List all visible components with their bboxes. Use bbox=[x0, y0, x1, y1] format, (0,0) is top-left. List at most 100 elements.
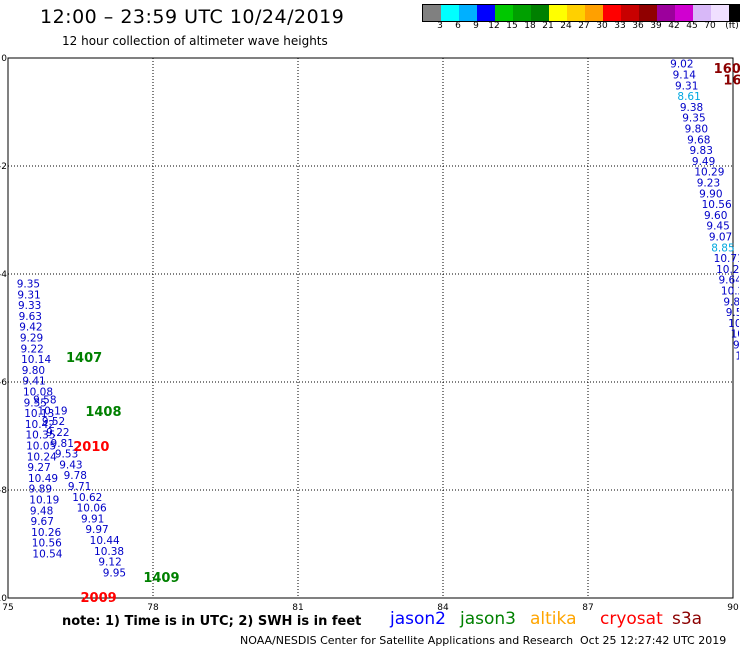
wave-height-value: 9.42 bbox=[19, 322, 42, 334]
wave-height-value: 9.78 bbox=[64, 470, 87, 482]
wave-height-value: 10.08 bbox=[23, 387, 53, 399]
wave-height-value: 10 bbox=[735, 350, 740, 362]
scale-label: 9 bbox=[473, 21, 479, 31]
x-tick-label: 78 bbox=[147, 603, 159, 610]
scale-label: 39 bbox=[650, 21, 662, 31]
wave-height-value: 10.06 bbox=[77, 503, 107, 515]
legend-s3a: s3a bbox=[672, 609, 703, 629]
page-title: 12:00 – 23:59 UTC 10/24/2019 bbox=[40, 6, 345, 28]
wave-height-value: 10. bbox=[731, 329, 740, 341]
wave-height-value: 9.58 bbox=[33, 395, 56, 407]
pass-number-label: 1409 bbox=[143, 571, 179, 586]
wave-height-value: 9.97 bbox=[85, 524, 108, 536]
wave-height-value: 9.5 bbox=[726, 307, 740, 319]
wave-height-value: 9.35 bbox=[17, 279, 40, 291]
wave-height-value: 8.61 bbox=[677, 91, 700, 103]
legend-cryosat: cryosat bbox=[600, 609, 663, 629]
wave-height-value: 9.43 bbox=[59, 459, 82, 471]
scale-swatch bbox=[531, 5, 549, 21]
wave-height-value: 9.90 bbox=[699, 188, 722, 200]
wave-height-value: 9.67 bbox=[31, 516, 54, 528]
y-tick-label: -4 bbox=[0, 270, 7, 280]
wave-height-value: 9.41 bbox=[22, 376, 45, 388]
wave-height-value: 9.35 bbox=[682, 113, 705, 125]
y-tick-label: -2 bbox=[0, 162, 7, 172]
wave-height-value: 9.07 bbox=[709, 232, 732, 244]
wave-height-value: 9.14 bbox=[673, 70, 697, 82]
wave-height-map: 7578818487900-2-4-6-8-109.029.149.318.61… bbox=[0, 54, 740, 610]
wave-height-value: 9.95 bbox=[103, 567, 126, 579]
pass-number-label: 2010 bbox=[73, 440, 109, 455]
pass-number-label: 1606 bbox=[714, 62, 740, 77]
x-tick-label: 90 bbox=[727, 603, 739, 610]
wave-height-value: 9.80 bbox=[22, 365, 45, 377]
wave-height-value: 10.44 bbox=[90, 535, 120, 547]
scale-label: 45 bbox=[686, 21, 698, 31]
wave-height-value: 8.85 bbox=[711, 242, 734, 254]
wave-height-value: 10.56 bbox=[702, 199, 732, 211]
wave-height-value: 9.22 bbox=[20, 343, 43, 355]
color-scale bbox=[422, 4, 740, 22]
wave-height-value: 9 bbox=[733, 340, 740, 352]
page-subtitle: 12 hour collection of altimeter wave hei… bbox=[62, 34, 328, 48]
scale-swatch bbox=[567, 5, 585, 21]
scale-label: 70 bbox=[704, 21, 716, 31]
wave-height-value: 9.49 bbox=[692, 156, 715, 168]
scale-label: 36 bbox=[632, 21, 644, 31]
map-frame bbox=[7, 57, 734, 599]
wave-height-value: 9.31 bbox=[675, 80, 698, 92]
footer-timestamp: Oct 25 12:27:42 UTC 2019 bbox=[580, 634, 727, 647]
wave-height-value: 9.29 bbox=[20, 333, 43, 345]
x-tick-label: 81 bbox=[292, 603, 303, 610]
wave-height-value: 10.54 bbox=[32, 549, 62, 561]
y-tick-label: 0 bbox=[1, 54, 7, 64]
wave-height-value: 9.48 bbox=[30, 505, 53, 517]
scale-label: 27 bbox=[578, 21, 590, 31]
wave-height-value: 9.38 bbox=[680, 102, 703, 114]
scale-label: (ft) bbox=[725, 21, 739, 31]
scale-swatch bbox=[621, 5, 639, 21]
pass-number-label: 1605 bbox=[723, 74, 740, 89]
wave-height-value: 9.71 bbox=[68, 481, 91, 493]
pass-number-label: 1407 bbox=[66, 351, 102, 366]
wave-height-value: 9.31 bbox=[17, 289, 40, 301]
units-note: note: 1) Time is in UTC; 2) SWH is in fe… bbox=[62, 614, 362, 629]
wave-height-value: 10.35 bbox=[25, 430, 55, 442]
scale-swatch bbox=[675, 5, 693, 21]
wave-height-value: 9.33 bbox=[18, 300, 41, 312]
y-tick-label: -8 bbox=[0, 486, 7, 496]
wave-height-value: 10.19 bbox=[37, 405, 67, 417]
scale-swatch bbox=[603, 5, 621, 21]
wave-height-value: 9.53 bbox=[55, 449, 78, 461]
wave-height-value: 10.13 bbox=[24, 408, 54, 420]
legend-jason3: jason3 bbox=[460, 609, 516, 629]
scale-swatch bbox=[495, 5, 513, 21]
wave-height-value: 10.23 bbox=[716, 264, 740, 276]
wave-height-value: 10.49 bbox=[28, 473, 58, 485]
scale-swatch bbox=[549, 5, 567, 21]
wave-height-value: 9.55 bbox=[24, 397, 47, 409]
wave-height-value: 10.26 bbox=[31, 527, 61, 539]
scale-swatch bbox=[585, 5, 603, 21]
scale-label: 6 bbox=[455, 21, 461, 31]
wave-height-value: 10.05 bbox=[26, 441, 56, 453]
scale-swatch bbox=[441, 5, 459, 21]
wave-height-value: 9.02 bbox=[670, 59, 693, 71]
wave-height-value: 10.24 bbox=[27, 451, 57, 463]
x-tick-label: 87 bbox=[582, 603, 593, 610]
scale-swatch bbox=[693, 5, 711, 21]
wave-height-value: 9.64 bbox=[719, 275, 740, 287]
wave-height-value: 10.20 bbox=[721, 286, 740, 298]
wave-height-value: 9.8 bbox=[723, 296, 740, 308]
wave-height-value: 9.22 bbox=[46, 427, 69, 439]
scale-label: 18 bbox=[524, 21, 536, 31]
footer: NOAA/NESDIS Center for Satellite Applica… bbox=[240, 634, 726, 647]
scale-swatch bbox=[423, 5, 441, 21]
wave-height-value: 10.38 bbox=[94, 546, 124, 558]
wave-height-value: 10.62 bbox=[72, 492, 102, 504]
wave-height-value: 9.91 bbox=[81, 513, 104, 525]
wave-height-value: 10.0 bbox=[728, 318, 740, 330]
scale-swatch bbox=[513, 5, 531, 21]
y-tick-label: -6 bbox=[0, 378, 7, 388]
pass-number-label: 1408 bbox=[85, 405, 121, 420]
